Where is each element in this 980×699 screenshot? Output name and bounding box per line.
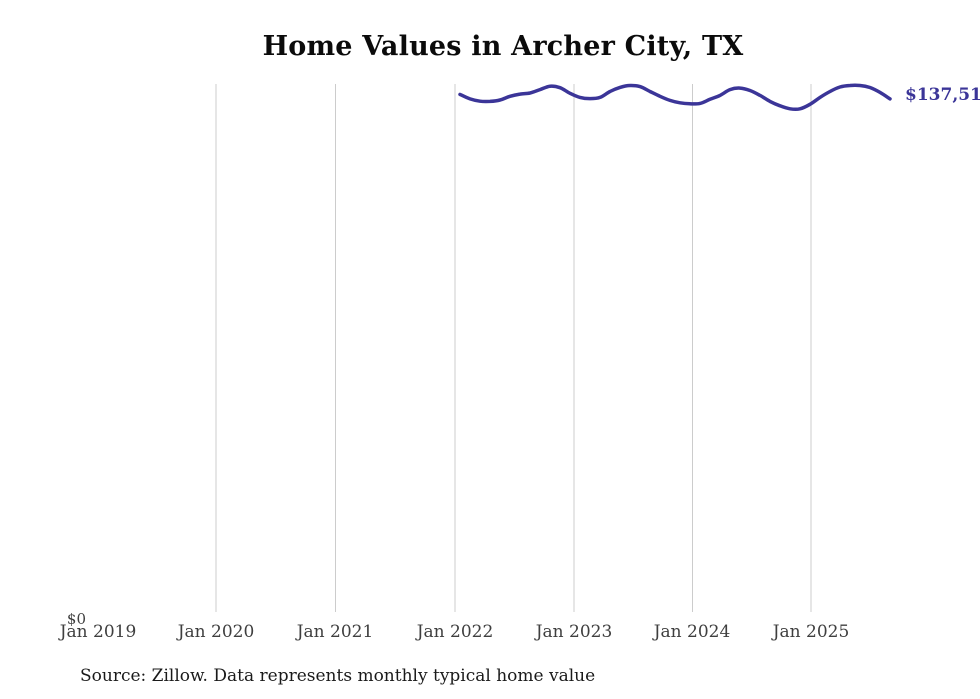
x-tick-jan-2021: Jan 2021 <box>296 622 374 642</box>
x-tick-jan-2025: Jan 2025 <box>772 622 850 642</box>
latest-value-label: $137,514 <box>905 85 980 105</box>
x-tick-jan-2022: Jan 2022 <box>416 622 494 642</box>
x-tick-jan-2024: Jan 2024 <box>653 622 731 642</box>
chart-title: Home Values in Archer City, TX <box>262 31 744 62</box>
x-tick-jan-2023: Jan 2023 <box>535 622 613 642</box>
vertical-gridlines <box>215 84 812 612</box>
source-note: Source: Zillow. Data represents monthly … <box>80 666 596 686</box>
x-tick-jan-2020: Jan 2020 <box>177 622 255 642</box>
x-tick-jan-2019: Jan 2019 <box>59 622 137 642</box>
home-value-line <box>458 83 892 112</box>
y-axis-zero-label: $0 <box>66 610 86 628</box>
